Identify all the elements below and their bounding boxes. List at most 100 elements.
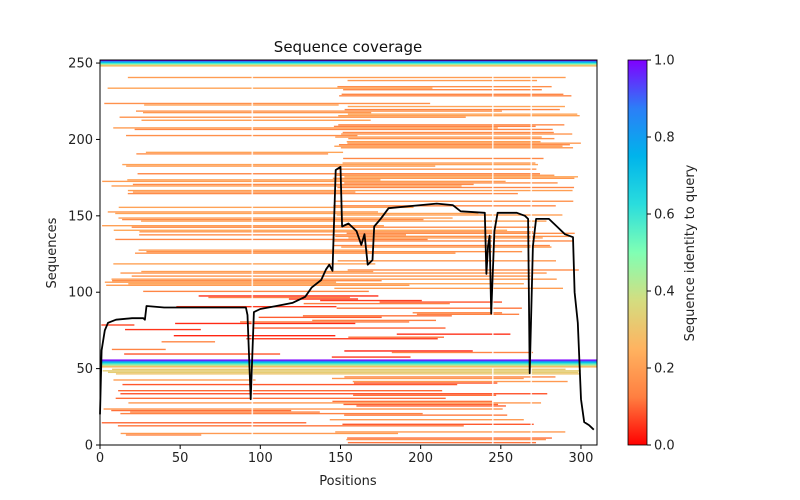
alignment-row — [127, 76, 566, 79]
alignment-row — [312, 319, 437, 322]
alignment-row — [344, 176, 578, 178]
alignment-row — [115, 212, 479, 215]
alignment-row — [113, 379, 256, 381]
alignment-row — [338, 124, 565, 126]
alignment-row — [134, 128, 553, 131]
y-tick-label: 200 — [68, 133, 93, 148]
alignment-row — [302, 315, 452, 317]
alignment-rows — [101, 76, 581, 444]
alignment-row — [347, 437, 552, 439]
alignment-row — [336, 174, 555, 176]
alignment-row — [341, 133, 573, 135]
alignment-row — [145, 151, 344, 154]
alignment-row — [343, 89, 542, 91]
alignment-row — [120, 412, 423, 415]
colorbar: 0.0 0.2 0.4 0.6 0.8 1.0 Sequence identity to … — [627, 54, 698, 454]
alignment-row — [115, 397, 446, 400]
alignment-row — [118, 390, 443, 392]
query-block-band — [100, 63, 597, 65]
y-tick-label: 250 — [68, 57, 93, 72]
query-block-band — [100, 359, 597, 362]
alignment-row — [115, 373, 581, 375]
alignment-row — [353, 394, 497, 396]
alignment-row — [332, 177, 575, 180]
alignment-row — [344, 376, 556, 378]
alignment-row — [246, 338, 438, 340]
alignment-row — [208, 296, 350, 299]
alignment-row — [122, 163, 538, 166]
alignment-row — [412, 312, 503, 314]
colorbar-tick-label: 0.8 — [654, 131, 675, 146]
alignment-row — [344, 182, 558, 184]
alignment-row — [331, 356, 411, 358]
alignment-row — [352, 380, 568, 383]
x-tick-label: 150 — [328, 451, 353, 466]
alignment-row — [332, 400, 493, 403]
alignment-row — [342, 423, 534, 425]
colorbar-tick-label: 0.2 — [654, 362, 675, 377]
alignment-row — [120, 272, 547, 274]
alignment-row — [120, 432, 399, 435]
alignment-row — [127, 179, 381, 181]
alignment-row — [131, 275, 531, 277]
query-block-band — [100, 365, 597, 368]
gap-column — [251, 60, 254, 445]
query-block-band — [100, 363, 597, 366]
alignment-row — [348, 137, 555, 140]
alignment-row — [331, 377, 524, 380]
alignment-row — [139, 231, 534, 233]
alignment-row — [339, 95, 572, 97]
alignment-row — [106, 284, 410, 286]
alignment-row — [120, 393, 548, 395]
alignment-row — [131, 226, 534, 228]
alignment-row — [111, 278, 557, 280]
x-tick-label: 100 — [248, 451, 273, 466]
y-tick-label: 50 — [76, 362, 93, 377]
alignment-row — [115, 238, 428, 241]
alignment-row — [161, 341, 216, 343]
alignment-row — [338, 115, 580, 117]
alignment-row — [337, 85, 552, 88]
alignment-row — [118, 206, 414, 209]
alignment-row — [132, 191, 356, 193]
alignment-row — [107, 371, 579, 374]
alignment-row — [104, 102, 431, 105]
alignment-row — [173, 335, 336, 337]
alignment-row — [101, 324, 135, 326]
alignment-row — [103, 408, 503, 410]
x-axis-label: Positions — [319, 474, 377, 489]
alignment-row — [138, 249, 369, 251]
alignment-row — [332, 240, 574, 242]
colorbar-label: Sequence identity to query — [683, 164, 698, 341]
colorbar-tick-label: 0.4 — [654, 285, 675, 300]
alignment-row — [391, 351, 534, 354]
alignment-row — [333, 244, 550, 247]
alignment-row — [353, 382, 498, 384]
alignment-row — [141, 220, 547, 222]
alignment-row — [347, 105, 565, 108]
alignment-row — [198, 295, 379, 297]
alignment-row — [146, 250, 523, 253]
colorbar-tick-label: 0.0 — [654, 439, 675, 454]
colorbar-tick-label: 1.0 — [654, 54, 675, 69]
alignment-row — [132, 183, 474, 186]
alignment-row — [102, 370, 581, 372]
alignment-row — [135, 110, 502, 112]
alignment-row — [337, 186, 575, 189]
alignment-row — [343, 157, 544, 160]
alignment-row — [143, 290, 369, 293]
alignment-row — [144, 104, 339, 106]
colorbar-gradient — [627, 59, 648, 446]
x-tick-label: 250 — [488, 451, 513, 466]
alignment-row — [335, 431, 566, 433]
alignment-row — [347, 113, 578, 115]
x-axis: 0 50 100 150 200 250 300 — [96, 445, 593, 466]
alignment-row — [254, 327, 446, 329]
alignment-row — [336, 307, 522, 309]
alignment-row — [240, 321, 410, 323]
alignment-row — [107, 211, 378, 213]
alignment-row — [334, 287, 564, 290]
plot-area — [99, 59, 598, 446]
gap-column — [530, 60, 533, 445]
